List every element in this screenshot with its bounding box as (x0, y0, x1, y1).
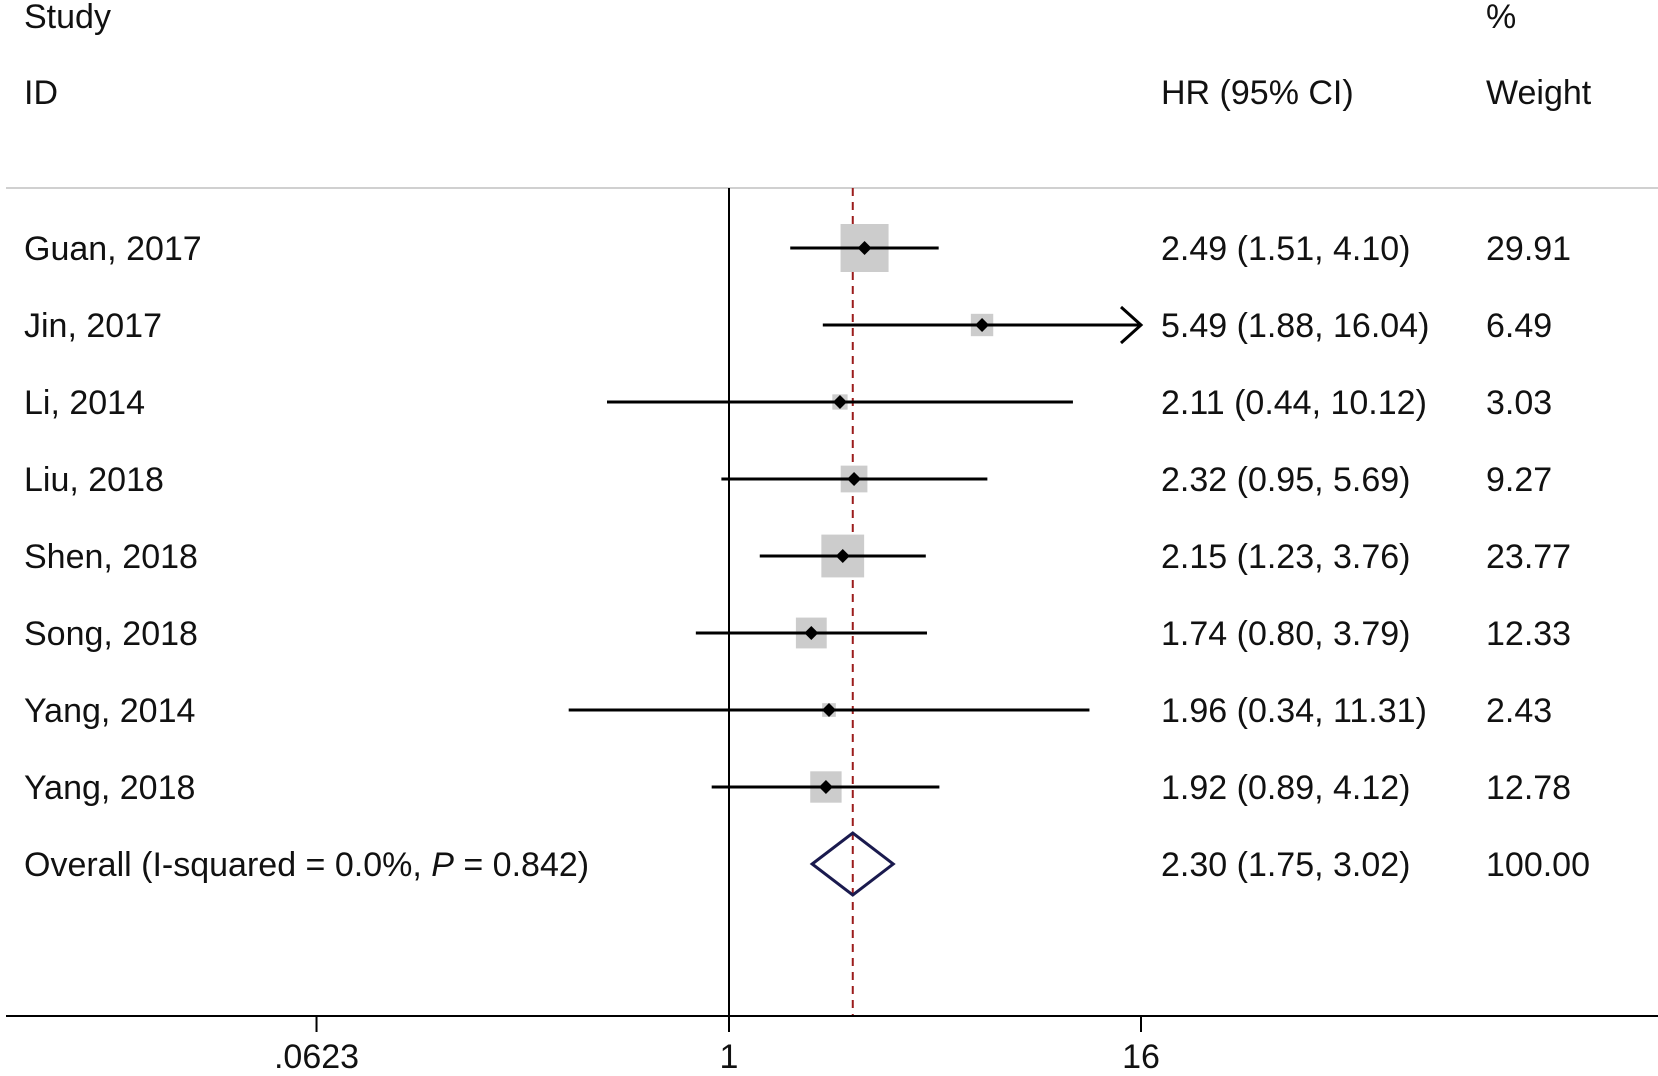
study-weight: 12.33 (1486, 615, 1571, 653)
header-percent: % (1486, 0, 1516, 36)
overall-weight: 100.00 (1486, 846, 1590, 884)
study-row: Shen, 2018 2.15 (1.23, 3.76) 23.77 (24, 534, 1571, 578)
study-weight: 3.03 (1486, 384, 1552, 422)
study-point-estimate (818, 780, 833, 794)
overall-row: Overall (I-squared = 0.0%, P = 0.842) 2.3… (24, 831, 1590, 897)
study-point-estimate (857, 241, 872, 255)
study-hr-ci: 2.11 (0.44, 10.12) (1161, 384, 1427, 422)
study-name: Liu, 2018 (24, 461, 164, 499)
study-point-estimate (821, 703, 836, 717)
study-name: Song, 2018 (24, 615, 198, 653)
header-hr-ci: HR (95% CI) (1161, 74, 1354, 112)
study-hr-ci: 2.49 (1.51, 4.10) (1161, 230, 1411, 268)
study-hr-ci: 2.32 (0.95, 5.69) (1161, 461, 1411, 499)
study-weight: 29.91 (1486, 230, 1571, 268)
study-name: Guan, 2017 (24, 230, 202, 268)
study-hr-ci: 2.15 (1.23, 3.76) (1161, 538, 1411, 576)
overall-label-prefix: Overall (I-squared = 0.0%, (24, 846, 431, 884)
header-study: Study (24, 0, 111, 36)
x-tick-label: 1 (720, 1038, 739, 1076)
study-hr-ci: 5.49 (1.88, 16.04) (1161, 307, 1429, 345)
overall-p-value: = 0.842) (454, 846, 589, 884)
overall-p-symbol: P (431, 846, 454, 884)
study-name: Jin, 2017 (24, 307, 162, 345)
study-name: Li, 2014 (24, 384, 145, 422)
overall-hr-ci: 2.30 (1.75, 3.02) (1161, 846, 1411, 884)
header-weight: Weight (1486, 74, 1592, 112)
study-row: Guan, 2017 2.49 (1.51, 4.10) 29.91 (24, 224, 1571, 272)
study-weight: 23.77 (1486, 538, 1571, 576)
study-row: Yang, 2018 1.92 (0.89, 4.12) 12.78 (24, 769, 1571, 807)
x-tick-label: .0623 (274, 1038, 359, 1076)
study-rows: Guan, 2017 2.49 (1.51, 4.10) 29.91 Jin, 201… (24, 224, 1571, 807)
overall-diamond (809, 831, 896, 897)
overall-label: Overall (I-squared = 0.0%, P = 0.842) (24, 846, 589, 884)
study-name: Yang, 2018 (24, 769, 195, 807)
study-weight: 9.27 (1486, 461, 1552, 499)
study-name: Shen, 2018 (24, 538, 198, 576)
x-axis-ticks: .0623 1 16 (274, 1016, 1160, 1076)
study-hr-ci: 1.74 (0.80, 3.79) (1161, 615, 1411, 653)
study-row: Yang, 2014 1.96 (0.34, 11.31) 2.43 (24, 692, 1552, 730)
study-point-estimate (832, 395, 847, 409)
study-point-estimate (975, 318, 990, 332)
plot-lines (728, 188, 854, 1016)
study-ci-arrow (1119, 305, 1144, 345)
header-id: ID (24, 74, 58, 112)
study-hr-ci: 1.96 (0.34, 11.31) (1161, 692, 1427, 730)
study-point-estimate (804, 626, 819, 640)
study-weight: 6.49 (1486, 307, 1552, 345)
x-tick-label: 16 (1122, 1038, 1160, 1076)
study-point-estimate (847, 472, 862, 486)
study-hr-ci: 1.92 (0.89, 4.12) (1161, 769, 1411, 807)
study-row: Liu, 2018 2.32 (0.95, 5.69) 9.27 (24, 461, 1552, 499)
study-row: Song, 2018 1.74 (0.80, 3.79) 12.33 (24, 615, 1571, 653)
study-point-estimate (835, 549, 850, 563)
study-name: Yang, 2014 (24, 692, 195, 730)
study-row: Li, 2014 2.11 (0.44, 10.12) 3.03 (24, 384, 1552, 422)
study-weight: 2.43 (1486, 692, 1552, 730)
study-row: Jin, 2017 5.49 (1.88, 16.04) 6.49 (24, 305, 1552, 345)
study-weight: 12.78 (1486, 769, 1571, 807)
